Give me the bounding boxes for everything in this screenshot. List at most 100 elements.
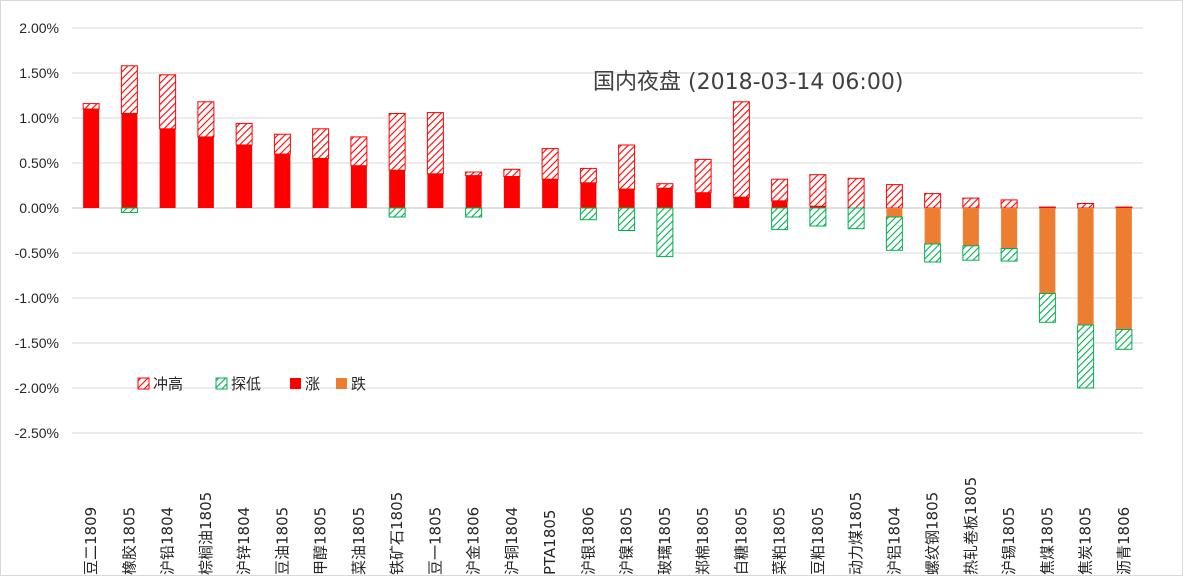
- x-tick-label: 焦煤1805: [1038, 507, 1056, 575]
- x-tick-label: 豆粕1805: [809, 507, 827, 575]
- bar-chonggao: [1115, 206, 1133, 209]
- bar-zhang: [83, 109, 100, 208]
- x-tick-label: 动力煤1805: [847, 492, 865, 575]
- bar-zhang: [121, 113, 138, 208]
- x-tick-label: 沪铜1804: [503, 507, 521, 575]
- x-tick-label: 螺纹钢1805: [924, 492, 942, 575]
- y-tick-label: 0.50%: [19, 155, 59, 171]
- legend-label: 涨: [305, 375, 320, 393]
- y-tick-label: -2.00%: [15, 380, 59, 396]
- x-tick-label: 沪锌1804: [235, 507, 253, 575]
- bar-chonggao: [120, 65, 138, 115]
- bar-chonggao: [503, 168, 521, 178]
- bar-zhang: [197, 136, 214, 208]
- bar-zhang: [312, 158, 329, 208]
- bar-chonggao: [159, 74, 177, 130]
- x-tick-label: PTA1805: [541, 510, 559, 575]
- bar-zhang: [580, 182, 597, 208]
- bar-tandi: [1000, 248, 1018, 262]
- bar-tandi: [465, 207, 483, 218]
- x-tick-label: 沪镍1805: [618, 507, 636, 575]
- bar-zhang: [427, 173, 444, 208]
- bar-chonggao: [1077, 203, 1095, 209]
- bar-chonggao: [273, 133, 291, 155]
- y-tick-label: -1.50%: [15, 335, 59, 351]
- y-tick-label: 2.00%: [19, 20, 59, 36]
- bar-chonggao: [885, 184, 903, 209]
- legend-label: 探低: [231, 375, 261, 393]
- chart-title: 国内夜盘 (2018-03-14 06:00): [593, 70, 903, 95]
- x-tick-label: 玻璃1805: [656, 507, 674, 575]
- bar-die: [886, 208, 903, 217]
- x-tick-label: 甲醇1805: [312, 507, 330, 575]
- bar-chonggao: [312, 128, 330, 160]
- x-tick-label: 橡胶1805: [120, 507, 138, 575]
- y-tick-label: -1.00%: [15, 290, 59, 306]
- bar-zhang: [656, 188, 673, 208]
- x-tick-label: 焦炭1805: [1077, 507, 1095, 575]
- x-axis: 豆二1809 橡胶1805 沪铅1804 棕榈油1805 沪锌1804 豆油1805 甲醇1…: [82, 477, 1133, 575]
- bar-zhang: [695, 192, 712, 208]
- bar-chonggao: [962, 197, 980, 209]
- bar-chonggao: [541, 148, 559, 180]
- y-tick-label: 1.50%: [19, 65, 59, 81]
- bar-tandi: [924, 243, 942, 263]
- bar-tandi: [1038, 293, 1056, 323]
- bar-tandi: [809, 207, 827, 227]
- bar-tandi: [771, 207, 789, 231]
- bar-zhang: [465, 175, 482, 208]
- bars: [82, 65, 1133, 389]
- x-tick-label: 热轧卷板1805: [962, 477, 980, 575]
- bar-chonggao: [82, 103, 100, 110]
- bar-zhang: [274, 154, 291, 208]
- x-tick-label: 郑棉1805: [694, 507, 712, 575]
- x-tick-label: 沪锡1805: [1000, 507, 1018, 575]
- x-tick-label: 沥青1806: [1115, 507, 1133, 575]
- bar-chonggao: [465, 171, 483, 177]
- y-tick-label: 1.00%: [19, 110, 59, 126]
- legend-swatch: [336, 378, 347, 389]
- bar-die: [1039, 208, 1056, 294]
- bar-die: [1001, 208, 1018, 249]
- y-tick-label: 0.00%: [19, 200, 59, 216]
- bar-die: [924, 208, 941, 244]
- legend-swatch: [215, 377, 228, 390]
- bar-chonggao: [1000, 199, 1018, 209]
- x-tick-label: 棕榈油1805: [197, 492, 215, 575]
- bar-chonggao: [809, 174, 827, 207]
- bar-tandi: [579, 207, 597, 221]
- bar-chonggao: [847, 177, 865, 209]
- bar-tandi: [1077, 324, 1095, 389]
- x-tick-label: 铁矿石1805: [388, 492, 406, 575]
- legend-label: 冲高: [153, 375, 183, 393]
- x-tick-label: 菜油1805: [350, 507, 368, 575]
- x-tick-label: 沪铅1804: [159, 507, 177, 575]
- bar-die: [1077, 208, 1094, 325]
- bar-die: [1115, 208, 1132, 330]
- legend-label: 跌: [351, 375, 366, 393]
- bar-chonggao: [771, 178, 789, 202]
- bar-zhang: [389, 170, 406, 208]
- y-axis: 2.00% 1.50% 1.00% 0.50% 0.00% -0.50% -1.00% -1.…: [15, 20, 59, 441]
- bar-zhang: [771, 200, 788, 208]
- bar-zhang: [733, 197, 750, 208]
- bar-tandi: [1115, 329, 1133, 350]
- x-tick-label: 沪银1806: [579, 507, 597, 575]
- y-tick-label: -2.50%: [15, 425, 59, 441]
- y-tick-label: -0.50%: [15, 245, 59, 261]
- bar-zhang: [350, 165, 367, 208]
- bar-tandi: [847, 207, 865, 230]
- legend-swatch: [137, 377, 150, 390]
- bar-chonggao: [579, 167, 597, 184]
- bar-chonggao: [350, 136, 368, 167]
- bar-tandi: [656, 207, 674, 258]
- x-tick-label: 沪金1806: [465, 507, 483, 575]
- bar-chonggao: [656, 183, 674, 189]
- legend: 冲高 探低 涨 跌: [137, 375, 366, 393]
- bar-zhang: [542, 179, 559, 208]
- bar-zhang: [236, 145, 253, 208]
- x-tick-label: 菜粕1805: [771, 507, 789, 575]
- bar-chonggao: [388, 113, 406, 171]
